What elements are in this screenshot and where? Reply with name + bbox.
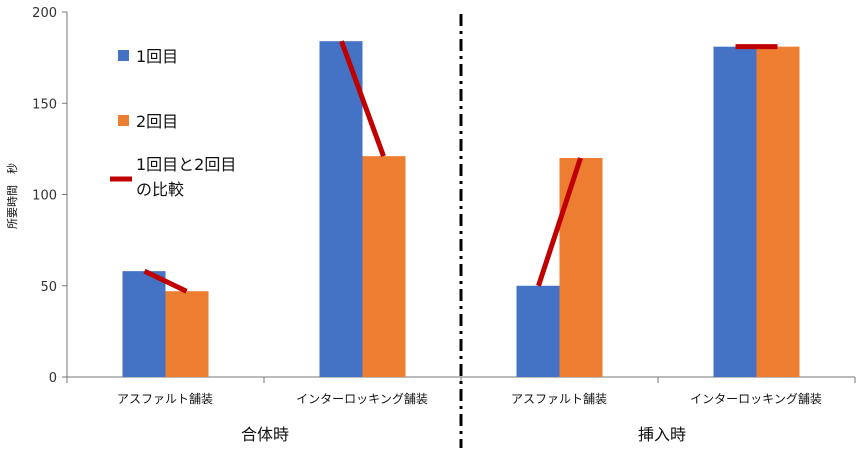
- category-label-4: インターロッキング舗装: [690, 392, 822, 406]
- legend-label-series-2: 2回目: [136, 112, 178, 131]
- comparison-line-cat-1: [143, 268, 188, 294]
- y-tick-label-3: 100: [32, 189, 57, 204]
- bar-series-1-cat-1: [122, 271, 166, 377]
- legend-label-comparison-line1: 1回目と2回目: [136, 155, 236, 174]
- legend: 1回目 2回目 1回目と2回目 の比較: [110, 47, 236, 199]
- category-label-3: アスファルト舗装: [511, 392, 607, 406]
- comparison-line-cat-3: [536, 157, 583, 287]
- y-tick-label-4: 150: [32, 97, 57, 112]
- plot-area: 0 50 100 150 200: [32, 6, 856, 386]
- bar-series-1-cat-4: [713, 46, 757, 378]
- bar-series-2-cat-3: [559, 158, 603, 377]
- bar-series-2-cat-2: [362, 156, 406, 377]
- y-tick-label-1: 0: [49, 371, 57, 386]
- group-label-2: 挿入時: [638, 425, 686, 444]
- legend-label-series-1: 1回目: [136, 47, 178, 66]
- legend-swatch-series-1: [118, 50, 129, 61]
- bar-series-2-cat-4: [756, 46, 800, 378]
- bar-series-2-cat-1: [165, 291, 209, 377]
- y-tick-label-2: 50: [40, 280, 57, 295]
- category-label-2: インターロッキング舗装: [296, 392, 428, 406]
- y-axis-label: 所要時間 秒: [5, 163, 19, 229]
- bar-series-1-cat-3: [516, 285, 560, 377]
- legend-label-comparison-line2: の比較: [136, 180, 184, 199]
- bar-series-1-cat-2: [319, 41, 363, 377]
- y-tick-label-5: 200: [32, 6, 57, 21]
- comparison-line-cat-2: [339, 40, 386, 158]
- category-label-1: アスファルト舗装: [117, 392, 213, 406]
- group-label-1: 合体時: [241, 425, 289, 444]
- legend-swatch-series-2: [118, 115, 129, 126]
